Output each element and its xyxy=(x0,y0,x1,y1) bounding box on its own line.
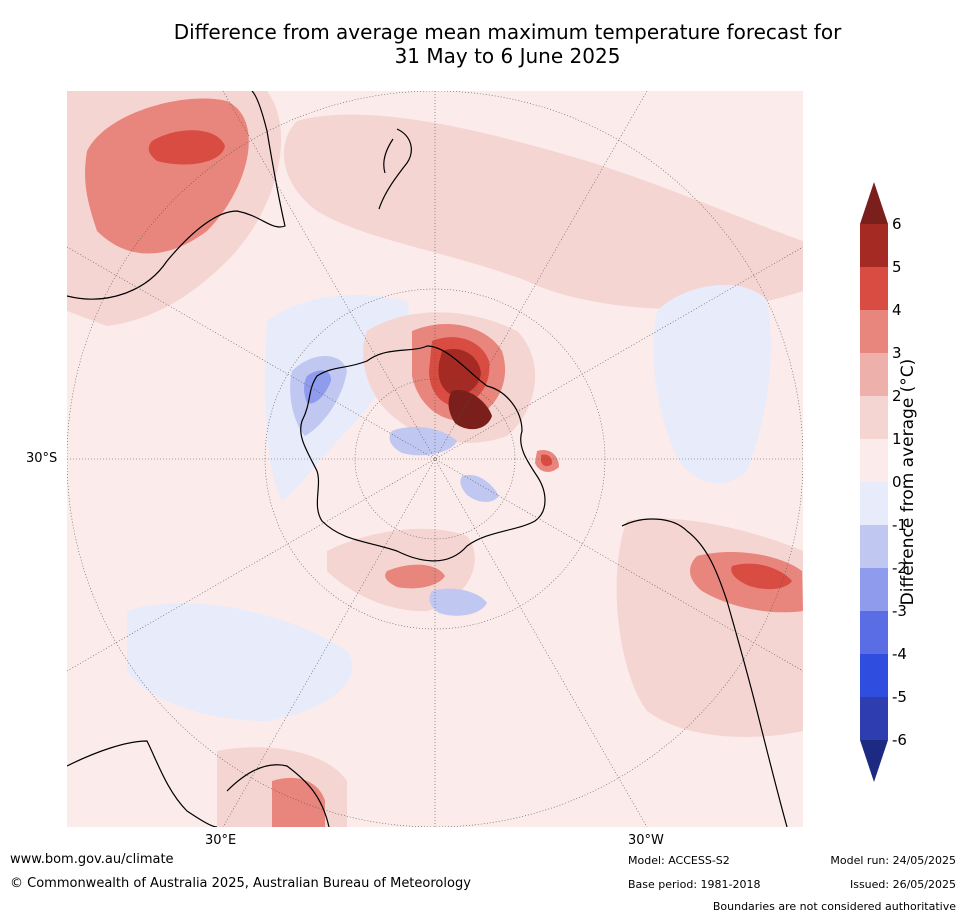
colorbar-segment xyxy=(860,611,888,654)
new-zealand-coastline xyxy=(378,128,412,210)
australia-coastline xyxy=(67,91,286,300)
colorbar-ticks: 6 5 4 3 2 1 0 -1 -2 -3 -4 -5 -6 xyxy=(892,215,907,749)
colorbar-segment xyxy=(860,396,888,439)
colorbar-segment xyxy=(860,654,888,697)
colorbar-tick-label: -3 xyxy=(892,602,907,620)
warm-region-southamerica-3 xyxy=(731,563,792,590)
colorbar-tick-label: -4 xyxy=(892,645,907,663)
cool-region-antarctica xyxy=(389,426,457,456)
colorbar-segment xyxy=(860,525,888,568)
colorbar-tick-label: 2 xyxy=(892,387,902,405)
africa-coastline xyxy=(67,740,330,827)
colorbar-segment xyxy=(860,310,888,353)
colorbar-segment xyxy=(860,224,888,267)
southamerica-coastline xyxy=(621,518,788,827)
colorbar-segment xyxy=(860,353,888,396)
colorbar-tick-label: 4 xyxy=(892,301,902,319)
lat-label-30s: 30°S xyxy=(26,451,58,466)
colorbar-segment xyxy=(860,697,888,740)
colorbar-tick-label: 5 xyxy=(892,258,902,276)
antarctica-coastline xyxy=(300,345,546,562)
title-line-2: 31 May to 6 June 2025 xyxy=(394,44,621,68)
colorbar-tick-label: 1 xyxy=(892,430,902,448)
lon-label-30w: 30°W xyxy=(628,833,664,848)
colorbar: 6 5 4 3 2 1 0 -1 -2 -3 -4 -5 -6 xyxy=(860,182,907,782)
warm-region-pacific xyxy=(283,114,803,310)
colorbar-tick-label: 0 xyxy=(892,473,902,491)
footer-model-run: Model run: 24/05/2025 xyxy=(830,854,956,867)
cool-region-lower-left xyxy=(127,603,353,721)
warm-region-australia-3 xyxy=(148,130,225,165)
colorbar-segment xyxy=(860,568,888,611)
cool-region-indian-3 xyxy=(304,370,332,404)
colorbar-tick-label: 3 xyxy=(892,344,902,362)
map-title: Difference from average mean maximum tem… xyxy=(0,20,965,68)
colorbar-tick-label: -6 xyxy=(892,731,907,749)
graticule xyxy=(67,91,803,827)
footer-disclaimer: Boundaries are not considered authoritat… xyxy=(712,900,956,913)
footer-issued: Issued: 26/05/2025 xyxy=(849,878,956,891)
warm-region-south-2 xyxy=(385,564,445,589)
colorbar-segment xyxy=(860,482,888,525)
colorbar-over-arrow xyxy=(860,182,888,224)
colorbar-segments xyxy=(860,182,888,782)
temperature-anomaly-map xyxy=(67,91,803,827)
cool-region-south xyxy=(429,588,487,616)
warm-region-antarctic-peak xyxy=(448,390,492,430)
cool-region-antarctica-2 xyxy=(460,474,499,502)
warm-region-antarctic-core xyxy=(438,348,481,396)
footer-model: Model: ACCESS-S2 xyxy=(628,854,730,867)
footer-website: www.bom.gov.au/climate xyxy=(10,852,174,867)
title-line-1: Difference from average mean maximum tem… xyxy=(173,20,842,44)
warm-region-africa-2 xyxy=(272,777,325,827)
colorbar-under-arrow xyxy=(860,740,888,782)
colorbar-title: Difference from average (°C) xyxy=(898,358,918,606)
colorbar-tick-label: -5 xyxy=(892,688,907,706)
colorbar-tick-label: 6 xyxy=(892,215,902,233)
warm-spot-drake-core xyxy=(541,454,553,467)
colorbar-tick-label: -2 xyxy=(892,559,907,577)
footer-base-period: Base period: 1981-2018 xyxy=(628,878,761,891)
lon-label-30e: 30°E xyxy=(205,833,237,848)
colorbar-tick-label: -1 xyxy=(892,516,907,534)
footer-copyright: © Commonwealth of Australia 2025, Austra… xyxy=(10,876,471,891)
colorbar-segment xyxy=(860,439,888,482)
colorbar-segment xyxy=(860,267,888,310)
cool-region-atlantic xyxy=(653,284,771,484)
